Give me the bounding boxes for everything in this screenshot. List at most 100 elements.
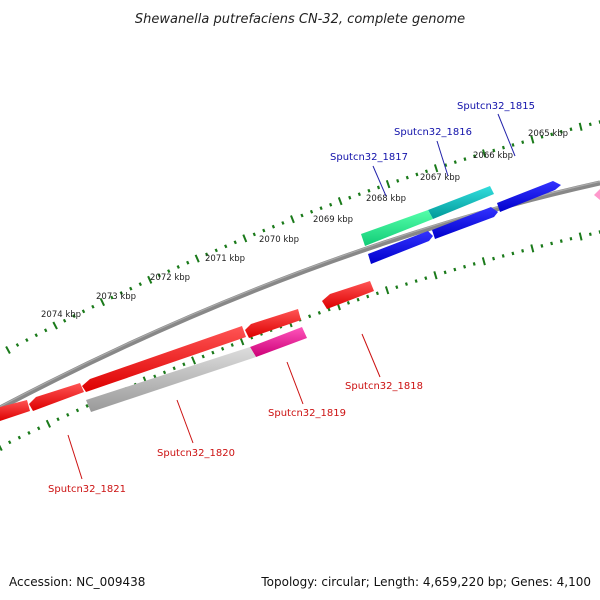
- inner-scale-tick: [172, 366, 176, 371]
- outer-scale-tick: [224, 244, 228, 249]
- inner-scale-tick: [453, 267, 457, 272]
- inner-scale-tick: [211, 350, 215, 355]
- gene-label-1818[interactable]: Sputcn32_1818: [345, 381, 423, 392]
- outer-scale-tick: [559, 129, 563, 134]
- outer-scale-tick: [348, 195, 352, 200]
- inner-scale-tick: [540, 244, 544, 248]
- gene-sputcn32-1818-block[interactable]: [322, 281, 374, 309]
- outer-scale-tick: [52, 321, 58, 330]
- outer-scale-tick: [511, 143, 515, 147]
- outer-scale-tick: [405, 175, 409, 180]
- gene-sputcn32-1820-block[interactable]: [82, 326, 246, 392]
- outer-scale-tick: [473, 154, 477, 159]
- gene-label-1815[interactable]: Sputcn32_1815: [457, 101, 535, 112]
- inner-scale-tick: [481, 257, 486, 266]
- outer-scale-tick: [242, 234, 248, 243]
- scale-labels: 2065 kbp 2066 kbp 2067 kbp 2068 kbp 2069…: [41, 129, 568, 320]
- gene-sputcn32-1821-block[interactable]: [29, 383, 84, 411]
- inner-scale-tick: [414, 279, 418, 283]
- inner-scale-tick: [17, 435, 21, 440]
- forward-strand-genes: [361, 181, 600, 264]
- inner-scale-tick: [395, 285, 399, 290]
- genome-backbone: [0, 180, 600, 411]
- outer-scale-tick: [110, 295, 114, 300]
- inner-scale-tick: [66, 412, 70, 417]
- outer-scale-tick: [15, 343, 20, 347]
- inner-scale-tick: [511, 251, 515, 256]
- leader-1821: [67, 434, 83, 480]
- outer-scale-tick: [415, 172, 419, 177]
- leader-1818: [361, 333, 381, 378]
- gene-sputcn32-1820-highlight[interactable]: [86, 347, 256, 412]
- gene-sputcn32-1817-highlight[interactable]: [361, 210, 433, 246]
- gene-sputcn32-1815-highlight[interactable]: [428, 186, 494, 219]
- inner-scale-tick: [559, 239, 563, 243]
- gene-sputcn32-1819-block[interactable]: [245, 309, 301, 338]
- outer-scale-tick: [501, 145, 505, 150]
- inner-scale-tick: [404, 282, 408, 286]
- outer-scale-tick: [157, 273, 161, 278]
- inner-scale-tick: [492, 256, 496, 261]
- gene-sputcn32-1822-partial[interactable]: [0, 400, 30, 421]
- outer-scale-tick: [492, 148, 496, 153]
- inner-scale-tick: [578, 232, 583, 241]
- outer-scale-tick: [281, 221, 285, 225]
- outer-scale-tick: [72, 314, 76, 319]
- outer-scale-tick: [44, 328, 48, 333]
- inner-scale-tick: [85, 404, 89, 408]
- leader-1816: [436, 140, 449, 177]
- inner-scale-tick: [384, 286, 390, 295]
- map-title: Shewanella putrefaciens CN-32, complete …: [135, 12, 465, 27]
- leader-1817: [372, 165, 387, 197]
- inner-scale-tick: [27, 431, 31, 435]
- gene-sputcn32-1817-block[interactable]: [368, 231, 433, 264]
- inner-scale-tick: [424, 276, 428, 281]
- leader-1815: [497, 113, 516, 157]
- outer-scale-tick: [453, 160, 457, 164]
- inner-scale-tick: [153, 374, 157, 379]
- gene-sputcn32-1819-highlight[interactable]: [250, 327, 307, 357]
- outer-scale-tick: [176, 265, 180, 269]
- outer-scale-tick: [357, 192, 361, 197]
- gene-label-1819[interactable]: Sputcn32_1819: [268, 408, 346, 419]
- inner-scale-tick: [45, 419, 52, 428]
- scale-label-2070: 2070 kbp: [259, 235, 299, 245]
- outer-scale-tick: [34, 333, 38, 338]
- outer-scale-tick: [463, 157, 467, 162]
- inner-scale-tick: [220, 346, 225, 351]
- gene-label-1817[interactable]: Sputcn32_1817: [330, 152, 408, 163]
- outer-scale-tick: [337, 197, 343, 206]
- outer-scale-tick: [367, 188, 371, 193]
- outer-scale-tick: [138, 282, 142, 287]
- inner-scale-tick: [443, 270, 447, 275]
- label-leaders: [67, 113, 516, 480]
- gene-label-1820[interactable]: Sputcn32_1820: [157, 448, 235, 459]
- outer-scale-tick: [129, 286, 133, 291]
- outer-scale-tick: [290, 215, 295, 224]
- inner-scale-tick: [346, 301, 350, 305]
- inner-scale-tick: [317, 311, 321, 315]
- inner-scale-tick: [308, 314, 312, 319]
- gene-label-1821[interactable]: Sputcn32_1821: [48, 484, 126, 495]
- scale-label-2074: 2074 kbp: [41, 310, 81, 320]
- outer-scale-tick: [271, 224, 276, 229]
- scale-label-2066: 2066 kbp: [473, 151, 513, 161]
- inner-scale-tick: [327, 307, 331, 312]
- outer-scale-tick: [91, 304, 95, 309]
- pink-edge-gene[interactable]: [594, 189, 600, 200]
- gene-sputcn32-1816-block[interactable]: [432, 207, 498, 239]
- outer-scale-tick: [588, 122, 592, 127]
- outer-scale-track: [5, 120, 600, 354]
- gene-label-1816[interactable]: Sputcn32_1816: [394, 127, 472, 138]
- inner-scale-tick: [588, 232, 592, 237]
- gene-sputcn32-1815-block[interactable]: [497, 181, 561, 212]
- outer-scale-tick: [329, 202, 333, 207]
- outer-scale-tick: [376, 185, 381, 190]
- inner-scale-tick: [162, 370, 167, 375]
- outer-scale-tick: [521, 140, 525, 144]
- inner-scale-tick: [375, 291, 379, 296]
- topology-text: Topology: circular; Length: 4,659,220 bp…: [260, 575, 591, 589]
- scale-label-2071: 2071 kbp: [205, 254, 245, 264]
- leader-1820: [176, 399, 194, 444]
